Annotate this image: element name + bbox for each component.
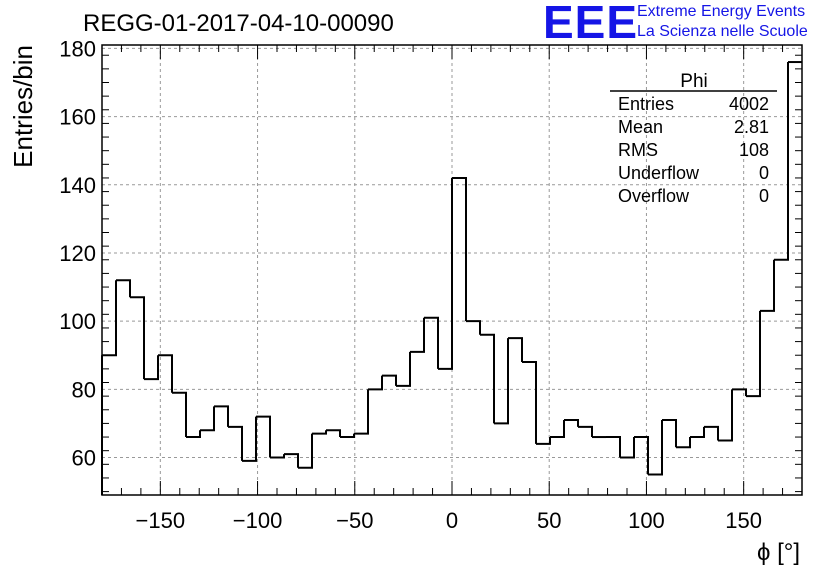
y-tick-label: 140 bbox=[59, 173, 96, 198]
histogram-bin bbox=[298, 433, 313, 469]
histogram-bin bbox=[158, 354, 173, 393]
y-tick-label: 80 bbox=[72, 377, 96, 402]
histogram-bin bbox=[606, 436, 621, 458]
histogram-bin bbox=[620, 437, 635, 459]
histogram-bin bbox=[732, 388, 747, 397]
x-tick-label: −150 bbox=[136, 508, 186, 533]
histogram-bin bbox=[438, 177, 453, 370]
histogram-bin bbox=[578, 425, 593, 438]
stats-label: Underflow bbox=[618, 163, 700, 183]
histogram-bin bbox=[326, 429, 341, 438]
histogram-bin bbox=[690, 426, 705, 439]
y-tick-label: 60 bbox=[72, 446, 96, 471]
plot-frame bbox=[101, 44, 803, 496]
histogram-bin bbox=[536, 437, 551, 445]
histogram-bin bbox=[466, 320, 481, 335]
y-tick-label: 160 bbox=[59, 105, 96, 130]
x-tick-label: −100 bbox=[233, 508, 283, 533]
histogram-bin bbox=[186, 430, 201, 439]
histogram-bin bbox=[130, 296, 145, 380]
histogram-bin bbox=[172, 391, 187, 438]
stats-label: Entries bbox=[618, 94, 674, 114]
histogram-bin bbox=[564, 419, 579, 427]
x-tick-label: 50 bbox=[537, 508, 561, 533]
y-tick-label: 180 bbox=[59, 36, 96, 61]
histogram-bin bbox=[704, 425, 719, 441]
histogram-bin bbox=[550, 420, 565, 439]
histogram-bin bbox=[340, 433, 355, 439]
histogram-bin bbox=[214, 405, 229, 427]
y-tick-label: 120 bbox=[59, 241, 96, 266]
stats-label: Mean bbox=[618, 117, 663, 137]
histogram-bin bbox=[480, 333, 495, 424]
histogram-bin bbox=[200, 406, 215, 432]
stats-value: 108 bbox=[739, 140, 769, 160]
stats-label: RMS bbox=[618, 140, 658, 160]
x-tick-label: 100 bbox=[628, 508, 665, 533]
logo-tagline-2: La Scienza nelle Scuole bbox=[637, 23, 808, 40]
stats-value: 4002 bbox=[729, 94, 769, 114]
histogram-bin bbox=[494, 338, 509, 425]
logo-tagline-1: Extreme Energy Events bbox=[637, 3, 806, 20]
histogram-bin bbox=[256, 415, 271, 458]
tick-labels: −150 −100 −50 0 50 100 150 60 80 100 120 140 160 180 bbox=[59, 36, 762, 533]
histogram-bars bbox=[101, 61, 802, 495]
stats-value: 0 bbox=[759, 186, 769, 206]
histogram-bin bbox=[368, 375, 383, 391]
histogram-bin bbox=[242, 416, 257, 462]
histogram-bin bbox=[508, 337, 523, 363]
stats-box: Phi Entries 4002 Mean 2.81 RMS 108 Underflow 0 O… bbox=[610, 71, 777, 206]
stats-value: 0 bbox=[759, 163, 769, 183]
histogram-bin bbox=[396, 351, 411, 387]
histogram-bin bbox=[452, 176, 467, 322]
stats-value: 2.81 bbox=[734, 117, 769, 137]
histogram-bin bbox=[718, 389, 733, 442]
histogram-bin bbox=[312, 430, 327, 435]
histogram-bin bbox=[382, 374, 397, 386]
histogram-bin bbox=[410, 317, 425, 353]
y-axis-label: Entries/bin bbox=[8, 45, 38, 168]
histogram-bin bbox=[284, 453, 299, 468]
stats-box-title: Phi bbox=[680, 71, 707, 92]
histogram-bin bbox=[676, 437, 691, 449]
histogram-bin bbox=[746, 310, 761, 398]
histogram-bin bbox=[424, 316, 439, 369]
histogram-title: REGG-01-2017-04-10-00090 bbox=[83, 10, 394, 37]
histogram-bin bbox=[228, 425, 243, 461]
x-tick-label: 0 bbox=[446, 508, 458, 533]
histogram-bin bbox=[354, 389, 369, 435]
x-axis-label: ϕ [°] bbox=[757, 539, 800, 566]
histogram-bin bbox=[760, 259, 775, 312]
histogram-bin bbox=[102, 280, 117, 357]
histogram-bin bbox=[648, 420, 663, 476]
x-tick-label: −50 bbox=[336, 508, 373, 533]
histogram-bin bbox=[662, 419, 677, 448]
histogram-bin bbox=[144, 355, 159, 381]
histogram-bin bbox=[522, 361, 537, 444]
histogram-bin bbox=[116, 279, 131, 298]
histogram-bin bbox=[774, 62, 789, 261]
y-tick-label: 100 bbox=[59, 309, 96, 334]
eee-logo: EEE bbox=[543, 0, 639, 48]
histogram-bin bbox=[634, 436, 649, 475]
x-tick-label: 150 bbox=[725, 508, 762, 533]
histogram-bin bbox=[270, 454, 285, 459]
stats-label: Overflow bbox=[618, 186, 690, 206]
